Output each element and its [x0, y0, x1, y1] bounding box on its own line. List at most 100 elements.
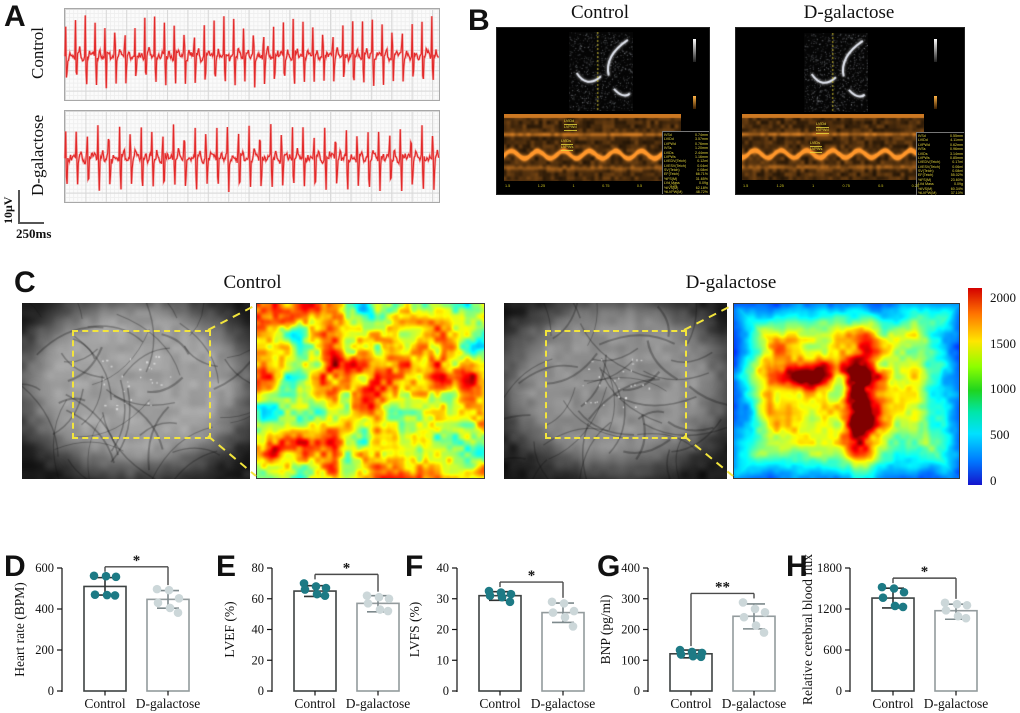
echo-color-scalebar — [693, 96, 696, 109]
echo-measurement-row: LVEDV(Teich) 0.17ml — [918, 160, 963, 165]
echo-gray-scalebar — [693, 39, 696, 62]
panel-letter-f: F — [405, 550, 424, 583]
scatter-point — [899, 587, 909, 597]
y-tick-label: 20 — [252, 653, 265, 667]
bar-control — [83, 585, 127, 692]
echo-measurement-row: %IVS(M) 60.34% — [918, 186, 963, 191]
echo-measurement-row: %FS(M) 23.60% — [918, 177, 963, 182]
scatter-point — [152, 584, 162, 594]
scatter-point — [739, 612, 749, 622]
y-axis-label: LVFS (%) — [407, 602, 422, 657]
category-label: Control — [84, 696, 126, 711]
scatter-point — [90, 590, 100, 599]
category-label: D-galactose — [722, 696, 786, 711]
roi-rectangle-control — [72, 330, 211, 439]
significance-stars: ** — [715, 579, 730, 595]
y-tick-label: 400 — [35, 602, 54, 616]
chart-svg: 0 10 20 30 40 LVFS (%) Control D-galactose * — [407, 561, 595, 711]
echo-header-control: Control — [570, 2, 630, 23]
scatter-point — [560, 612, 570, 622]
significance-stars: * — [528, 568, 536, 584]
category-label: D-galactose — [346, 696, 410, 711]
echo-measurement-row: LVESV(Teich) 0.04ml — [664, 163, 708, 168]
echo-time-axis: 1.5 1.25 1 0.75 0.5 0.25 — [743, 184, 919, 188]
scatter-point — [300, 585, 310, 594]
scatter-point — [174, 594, 184, 603]
ecg-label-dgalactose: D-galactose — [28, 114, 47, 197]
echo-annotation: LVIDd LVPWd — [564, 119, 577, 131]
scatter-point — [363, 599, 373, 608]
echo-measurement-row: SV(Teich) 0.08ml — [664, 168, 708, 172]
category-label: D-galactose — [924, 696, 988, 711]
significance-stars: * — [921, 564, 929, 580]
colorbar-tick-label: 1500 — [990, 335, 1016, 351]
echo-measurement-row: %LVPW(M) 48.72% — [664, 189, 708, 194]
category-label: Control — [294, 696, 336, 711]
scatter-point — [568, 622, 578, 631]
echo-time-tick: 1.25 — [776, 184, 784, 188]
echo-measurement-row: %FS(M) 31.65% — [664, 176, 708, 181]
roi-rectangle-dgalactose — [545, 330, 687, 439]
y-tick-label: 200 — [35, 643, 54, 657]
y-tick-label: 600 — [35, 561, 54, 575]
scatter-point — [569, 606, 579, 616]
echo-caliper-label: LVPWs — [810, 146, 823, 153]
bar-dgalactose — [541, 611, 585, 692]
scatter-point — [676, 650, 686, 659]
scatter-point — [173, 608, 183, 617]
scatter-point — [320, 591, 330, 600]
echo-measurement-row: LVIDs 2.44mm — [664, 150, 708, 155]
echo-measurement-row: LVPWs 1.16mm — [664, 154, 708, 159]
category-label: D-galactose — [531, 696, 595, 711]
echo-gray-scalebar — [934, 39, 937, 62]
y-tick-label: 200 — [621, 623, 640, 637]
echo-caliper-label: LVIDs — [561, 139, 574, 145]
echo-time-tick: 1.5 — [743, 184, 749, 188]
panel-letter-e: E — [216, 550, 237, 583]
scatter-point — [952, 599, 962, 609]
echo-color-scalebar — [934, 96, 937, 109]
flux-header-control: Control — [223, 272, 282, 293]
bar-dgalactose — [934, 609, 978, 692]
echo-bmode-image — [569, 32, 633, 111]
echo-measurement-row: IVSd 0.74mm — [664, 133, 708, 137]
y-tick-label: 1800 — [817, 561, 842, 575]
scatter-point — [321, 583, 331, 593]
echo-annotation: LVIDd LVPWd — [816, 122, 829, 134]
scatter-point — [164, 585, 174, 595]
scatter-point — [889, 584, 899, 593]
scatter-point — [961, 613, 971, 623]
scatter-point — [940, 598, 950, 608]
y-tick-label: 300 — [621, 592, 640, 606]
scatter-point — [505, 597, 515, 607]
echo-measurement-row: IVSs 1.20mm — [664, 146, 708, 151]
y-tick-label: 20 — [437, 623, 450, 637]
scatter-point — [384, 594, 394, 604]
colorbar-tick-label: 2000 — [990, 290, 1016, 305]
echo-measurements: IVSd 0.55mm LVIDd 4.11mm LVPWd 0.62mm IVSs 0.96… — [916, 132, 964, 196]
y-tick-label: 400 — [621, 561, 640, 575]
chart-h: 0 600 1200 1800 Relative cerebral blood flux… — [788, 554, 1003, 713]
scatter-point — [750, 604, 760, 614]
y-tick-label: 1200 — [817, 602, 842, 616]
echo-time-tick: 0.75 — [602, 184, 610, 188]
echo-annotation: LVIDs LVPWs — [561, 139, 574, 151]
scatter-point — [362, 591, 372, 600]
echo-time-tick: 1 — [572, 184, 575, 188]
echo-measurement-row: LVESV(Teich) 0.06ml — [918, 164, 963, 169]
y-tick-label: 40 — [252, 623, 265, 637]
y-tick-label: 0 — [634, 684, 640, 698]
chart-svg: 0 200 400 600 Heart rate (BPM) Control D-galac… — [12, 553, 200, 711]
echo-bmode-image — [804, 33, 868, 112]
ecg-label-control: Control — [28, 27, 47, 80]
echocardiogram-control: LVIDd LVPWd LVIDs LVPWs IVSd 0.74mm LVIDd 3.5… — [496, 27, 710, 195]
scatter-point — [111, 572, 121, 582]
echo-header-dgalactose: D-galactose — [803, 2, 895, 23]
echo-measurement-row: LVIDs 3.14mm — [918, 151, 963, 156]
echo-measurement-row: LVIDd 4.11mm — [918, 138, 963, 143]
ecg-scale-vertical-label: 10μV — [1, 196, 15, 224]
scatter-point — [153, 598, 163, 608]
echo-time-tick: 0.25 — [911, 184, 919, 188]
